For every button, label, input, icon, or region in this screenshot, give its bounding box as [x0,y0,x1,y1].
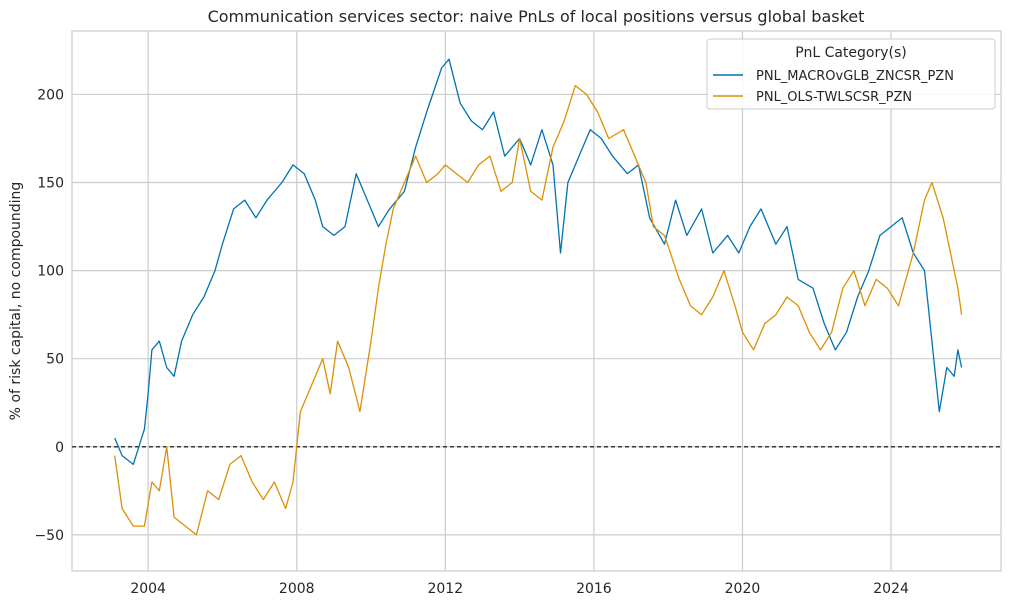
y-tick-label: 50 [46,352,64,368]
x-tick-label: 2008 [279,581,315,597]
series-line-0 [114,58,963,466]
x-tick-label: 2004 [130,581,166,597]
x-tick-label: 2024 [873,581,909,597]
legend: PnL Category(s) PNL_MACROvGLB_ZNCSR_PZN … [706,38,996,110]
series-line-1 [114,84,963,536]
y-tick-label: 100 [37,264,64,280]
chart-title: Communication services sector: naive PnL… [208,7,865,26]
tick-labels: 2004 2008 2012 2016 2020 2024 −50 0 50 100 150 200 [34,87,908,597]
x-tick-label: 2020 [725,581,761,597]
legend-box [706,38,996,110]
x-tick-label: 2016 [576,581,612,597]
y-tick-label: 0 [55,440,64,456]
y-tick-label: 200 [37,87,64,103]
legend-label-macro: PNL_MACROvGLB_ZNCSR_PZN [756,69,954,84]
grid [72,31,1001,571]
plot-frame [71,30,1002,572]
y-axis-label: % of risk capital, no compounding [8,182,24,421]
legend-title: PnL Category(s) [795,45,907,61]
series-group [114,58,963,536]
x-tick-label: 2012 [427,581,463,597]
legend-label-ols: PNL_OLS-TWLSCSR_PZN [756,90,912,105]
y-tick-label: 150 [37,176,64,192]
y-tick-label: −50 [34,528,64,544]
